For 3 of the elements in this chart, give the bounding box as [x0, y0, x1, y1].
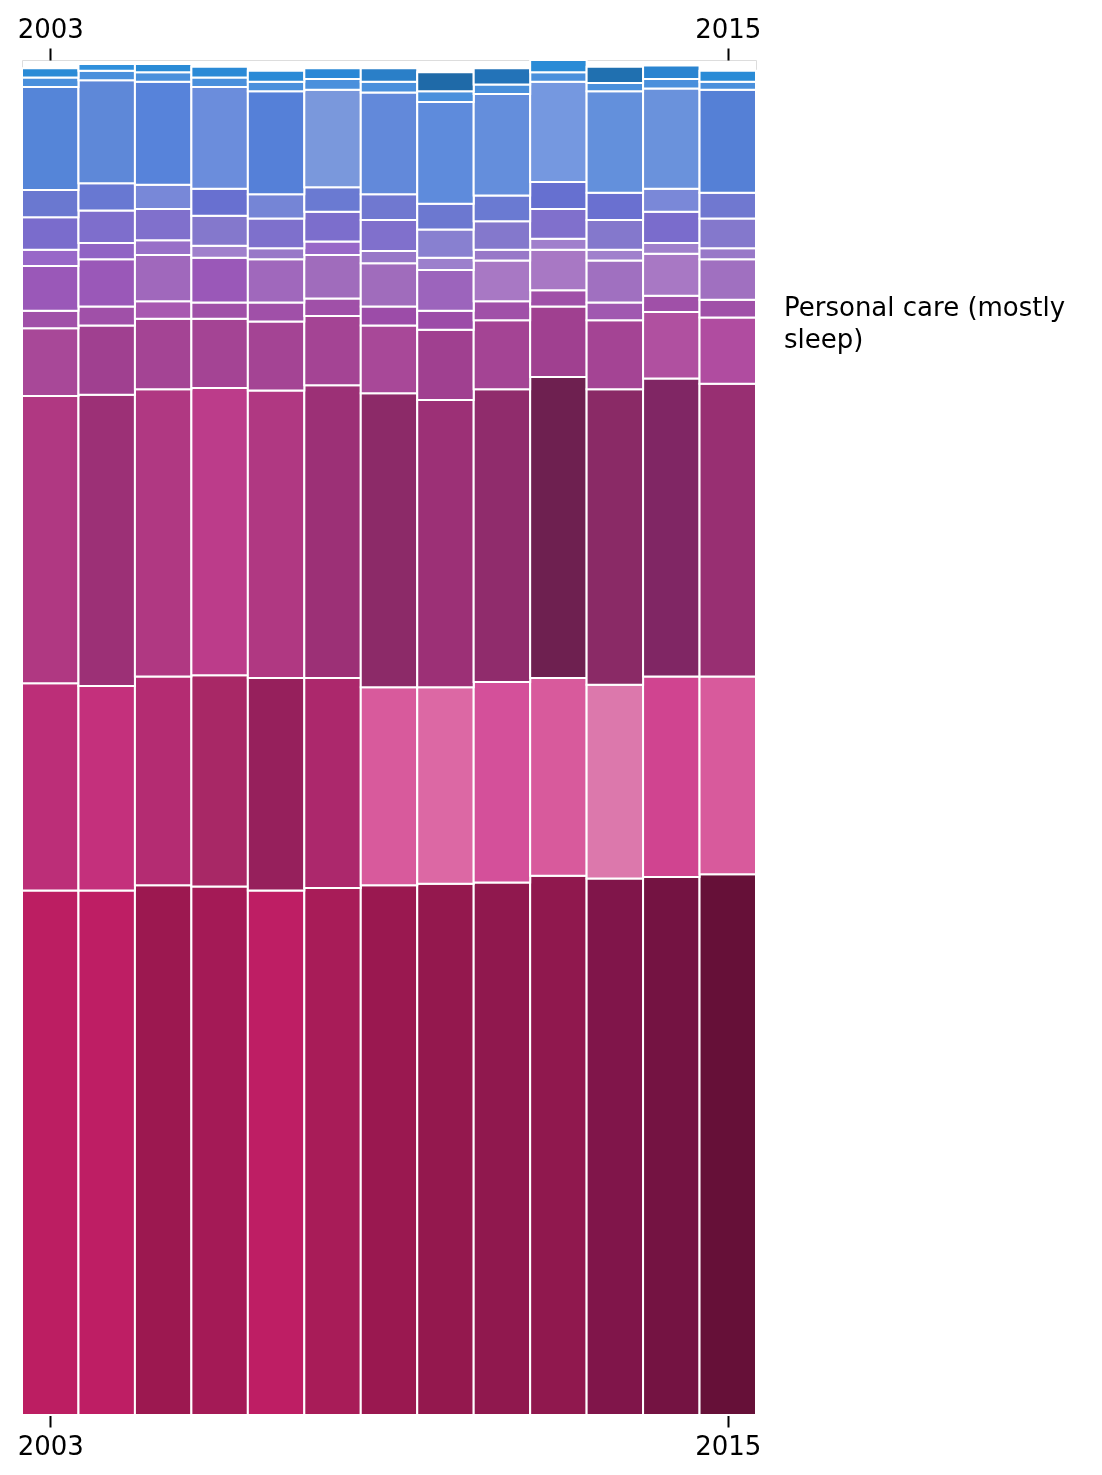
- text: Personal care (mostly sleep): [784, 292, 1066, 354]
- x2-tick-label: 2003: [17, 13, 84, 44]
- x2-tick-label: 2015: [695, 13, 762, 44]
